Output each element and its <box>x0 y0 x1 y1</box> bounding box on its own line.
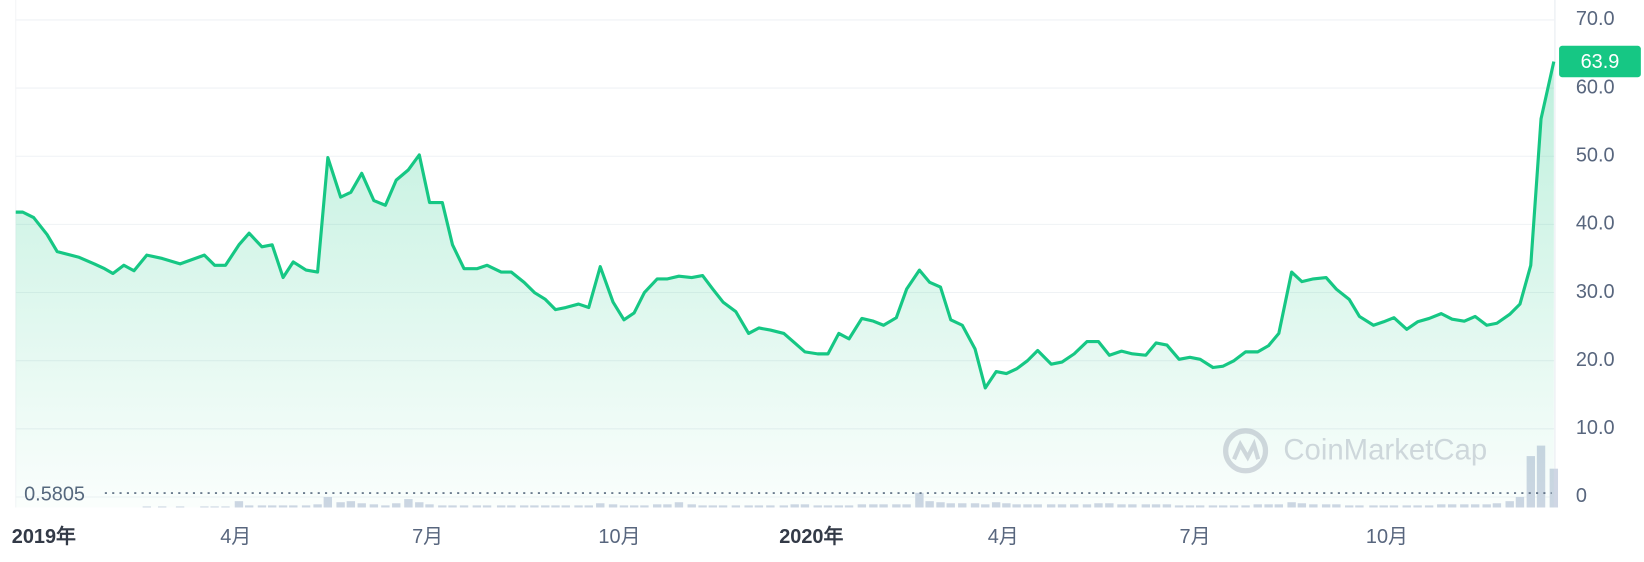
last-price-label: 63.9 <box>1581 51 1620 73</box>
x-tick-label: 2020年 <box>779 524 843 548</box>
y-tick-label: 60.0 <box>1576 76 1615 98</box>
logo <box>1232 438 1261 462</box>
x-tick-label: 7月 <box>412 526 443 548</box>
y-tick-label: 40.0 <box>1576 213 1615 235</box>
y-tick-label: 10.0 <box>1576 417 1615 439</box>
y-tick-label: 30.0 <box>1576 281 1615 303</box>
x-tick-label: 10月 <box>1366 526 1408 548</box>
x-tick-label: 2019年 <box>12 524 76 548</box>
y-tick-label: 0 <box>1576 485 1587 507</box>
price-area <box>15 61 1554 508</box>
y-tick-label: 20.0 <box>1576 349 1615 371</box>
price-line <box>15 61 1556 390</box>
y-tick-label: 50.0 <box>1576 144 1615 166</box>
watermark: CoinMarketCap <box>1223 428 1487 474</box>
last-price-box <box>1559 45 1641 78</box>
watermark-text: CoinMarketCap <box>1283 434 1487 467</box>
x-tick-label: 7月 <box>1180 526 1211 548</box>
x-tick-label: 4月 <box>220 526 251 548</box>
x-tick-label: 10月 <box>598 526 640 548</box>
logo <box>1223 428 1269 474</box>
x-tick-label: 4月 <box>988 526 1019 548</box>
y-tick-label: 70.0 <box>1576 8 1615 30</box>
